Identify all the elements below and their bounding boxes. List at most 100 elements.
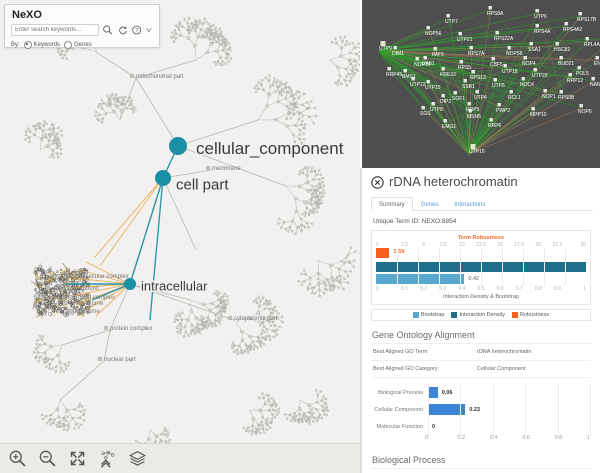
gene-label[interactable]: SGS <box>420 111 431 117</box>
info-tabs[interactable]: Summary Genes Interactions <box>371 196 593 211</box>
gene-node[interactable] <box>426 26 430 30</box>
ontology-term-label[interactable]: cytoplasmic part <box>234 316 278 322</box>
gene-label[interactable]: NOP14 <box>414 62 431 68</box>
gene-node[interactable] <box>441 94 445 98</box>
gene-label[interactable]: SSB1 <box>462 84 475 90</box>
ontology-term-label[interactable]: ribosome <box>75 309 100 315</box>
ontology-term-label[interactable]: membrane <box>212 166 241 172</box>
gene-label[interactable]: RPS22A <box>494 36 514 42</box>
gene-label[interactable]: BUD21 <box>558 61 574 67</box>
gene-node[interactable] <box>489 118 493 122</box>
gene-label[interactable]: RPS4A2 <box>563 27 582 33</box>
gene-node[interactable] <box>453 91 457 95</box>
layers-icon[interactable] <box>128 449 147 468</box>
gene-node[interactable] <box>446 14 450 18</box>
zoom-out-icon[interactable] <box>38 449 57 468</box>
search-option-genes[interactable]: Genes <box>64 41 92 49</box>
gene-node[interactable] <box>559 90 563 94</box>
gene-node[interactable] <box>441 67 445 71</box>
chevron-down-icon[interactable] <box>145 24 153 36</box>
gene-label[interactable]: NOP1 <box>542 94 556 100</box>
gene-label[interactable]: EMG1 <box>442 124 456 130</box>
gene-node[interactable] <box>503 64 507 68</box>
gene-node[interactable] <box>387 67 391 71</box>
gene-label[interactable]: RRP45 <box>386 72 402 78</box>
gene-label[interactable]: NOP58 <box>506 51 523 57</box>
tab-summary[interactable]: Summary <box>371 197 413 211</box>
gene-node[interactable] <box>521 77 525 81</box>
gene-label[interactable]: UTP15 <box>425 85 441 91</box>
search-option-keywords[interactable]: Keywords <box>23 41 60 49</box>
search-icon[interactable] <box>102 24 113 36</box>
gene-label[interactable]: ENP1 <box>594 61 600 67</box>
gene-label[interactable]: BMS1 <box>402 74 416 80</box>
gene-node[interactable] <box>433 47 437 51</box>
search-input[interactable] <box>11 24 100 36</box>
gene-label[interactable]: KRE33 <box>440 72 456 78</box>
gene-label[interactable]: SOF1 <box>452 96 465 102</box>
gene-label[interactable]: UTP4 <box>474 95 487 101</box>
gene-label[interactable]: NOP6 <box>578 109 592 115</box>
gene-node[interactable] <box>559 56 563 60</box>
gene-node[interactable] <box>475 90 479 94</box>
gene-label[interactable]: RCL1 <box>508 95 521 101</box>
gene-label[interactable]: RPS4A <box>534 29 551 35</box>
gene-label[interactable]: UTP21 <box>457 37 473 43</box>
gene-node[interactable] <box>595 56 599 60</box>
ontology-highlight-label[interactable]: intracellular <box>141 279 208 294</box>
gene-label[interactable]: UTP20 <box>532 73 548 79</box>
zoom-in-icon[interactable] <box>8 449 27 468</box>
gene-label[interactable]: UTP6 <box>534 14 547 20</box>
gene-label[interactable]: UTP22 <box>410 82 426 88</box>
ontology-network-svg[interactable]: mitochondrial part membrane protein comple… <box>0 0 360 473</box>
gene-label[interactable]: UTP7 <box>445 19 458 25</box>
ontology-highlight-label[interactable]: cellular_component <box>196 139 344 158</box>
gene-label[interactable]: NOC4 <box>520 82 534 88</box>
collapse-network-icon[interactable] <box>98 449 117 468</box>
gene-label[interactable]: RPS9B <box>558 95 575 101</box>
gene-label[interactable]: RRP6 <box>488 123 502 129</box>
gene-node[interactable] <box>393 46 397 50</box>
gene-label[interactable]: DIM1 <box>392 51 404 57</box>
refresh-icon[interactable] <box>117 24 128 36</box>
radio-genes[interactable] <box>64 41 73 49</box>
gene-node[interactable] <box>564 22 568 26</box>
search-panel[interactable]: NeXO ? By: Keywords <box>4 4 160 49</box>
gene-node[interactable] <box>535 24 539 28</box>
gene-node[interactable] <box>463 79 467 83</box>
gene-node[interactable] <box>529 42 533 46</box>
gene-node[interactable] <box>470 144 476 149</box>
gene-label[interactable]: NOP56 <box>425 31 442 37</box>
gene-label[interactable]: UTP9 <box>379 46 392 52</box>
ontology-node[interactable] <box>124 278 136 290</box>
gene-node[interactable] <box>591 77 595 81</box>
gene-label[interactable]: NOP4 <box>522 61 536 67</box>
gene-label[interactable]: POL5 <box>576 71 589 77</box>
gene-node[interactable] <box>531 107 535 111</box>
gene-node[interactable] <box>568 73 572 77</box>
gene-node[interactable] <box>380 41 386 46</box>
gene-label[interactable]: NAN1 <box>590 82 600 88</box>
gene-label[interactable]: UA81 <box>422 61 435 67</box>
ontology-term-label[interactable]: ribonucleoprotein complex <box>45 295 115 301</box>
gene-label[interactable]: CBF5 <box>490 62 503 68</box>
gene-node[interactable] <box>535 9 539 13</box>
gene-node[interactable] <box>458 32 462 36</box>
gene-node[interactable] <box>577 66 581 70</box>
gene-node[interactable] <box>459 60 463 64</box>
gene-node[interactable] <box>488 6 492 10</box>
close-circle-icon[interactable] <box>371 175 384 189</box>
gene-node[interactable] <box>585 37 589 41</box>
gene-label[interactable]: IMP3 <box>432 52 444 58</box>
gene-label[interactable]: SSA1 <box>528 47 541 53</box>
ontology-highlight-label[interactable]: cell part <box>176 176 229 193</box>
gene-node[interactable] <box>469 46 473 50</box>
gene-node[interactable] <box>471 70 475 74</box>
gene-node[interactable] <box>415 57 419 61</box>
gene-node[interactable] <box>467 102 471 106</box>
gene-node[interactable] <box>421 106 425 110</box>
tab-interactions[interactable]: Interactions <box>454 202 486 208</box>
gene-label[interactable]: RPS17B <box>577 17 597 23</box>
ontology-node[interactable] <box>169 137 187 155</box>
gene-label[interactable]: RPS7A <box>468 51 485 57</box>
